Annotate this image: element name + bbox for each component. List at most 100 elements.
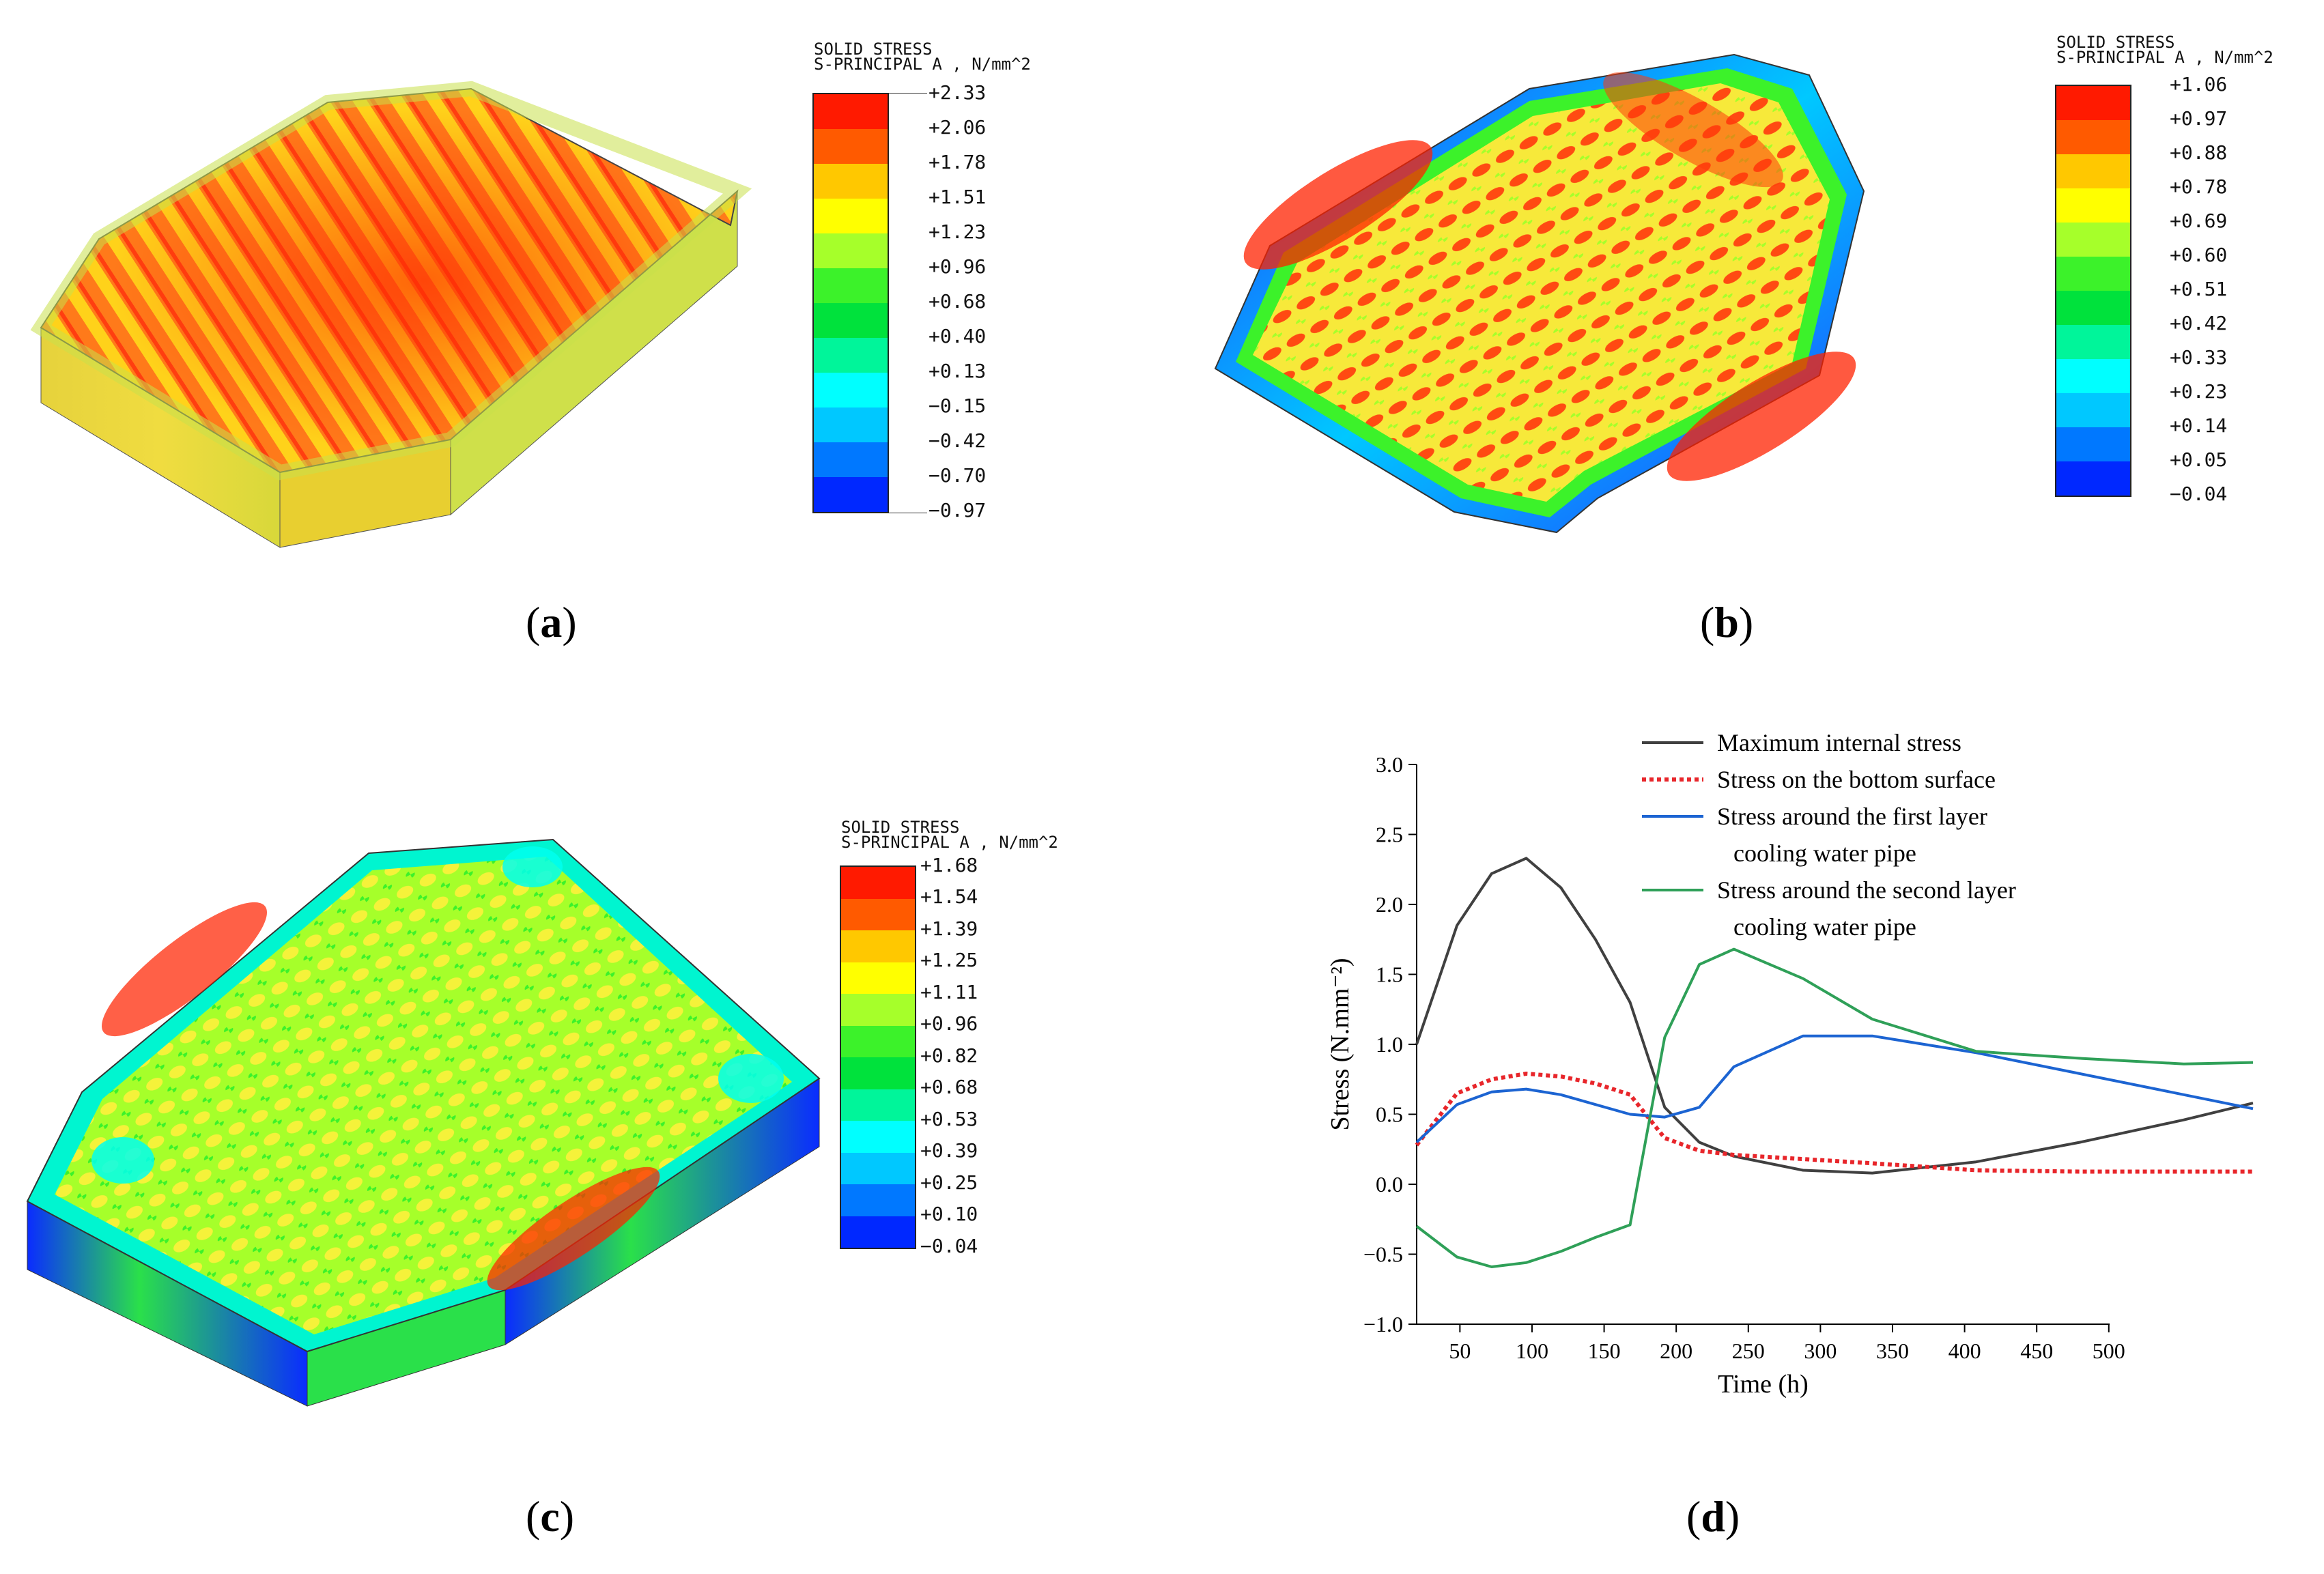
legend-swatch — [841, 867, 915, 899]
legend-label: +0.33 — [2170, 346, 2228, 369]
legend-label: +0.68 — [929, 290, 987, 313]
legend-label: +0.42 — [2170, 312, 2228, 334]
legend-label: +0.88 — [2170, 141, 2228, 164]
legend-entry-label: Stress around the second layer — [1717, 876, 2016, 904]
x-tick-label: 50 — [1449, 1339, 1471, 1363]
legend-swatch — [841, 1121, 915, 1153]
legend-swatch — [814, 442, 888, 477]
y-tick-label: 1.0 — [1376, 1032, 1403, 1057]
legend-label: +0.69 — [2170, 210, 2228, 232]
legend-label: −0.04 — [920, 1235, 978, 1257]
legend-entry-label: cooling water pipe — [1733, 913, 1916, 941]
legend-label: +0.13 — [929, 360, 987, 382]
x-tick-label: 400 — [1949, 1339, 1981, 1363]
legend-swatch — [814, 373, 888, 407]
caption-c-letter: c — [540, 1492, 560, 1541]
legend-swatch — [841, 1025, 915, 1057]
caption-c: (c) — [526, 1492, 575, 1541]
legend-title-line1: SOLID STRESS — [841, 818, 960, 837]
legend-swatch — [2056, 257, 2130, 291]
legend-swatch — [2056, 188, 2130, 223]
legend-label: +0.51 — [2170, 278, 2228, 300]
y-tick-label: 1.5 — [1376, 962, 1403, 987]
caption-b: (b) — [1700, 598, 1754, 646]
legend-label: +1.11 — [920, 981, 978, 1003]
legend-label: +0.40 — [929, 325, 987, 347]
legend-label: −0.15 — [929, 395, 987, 417]
legend-swatch — [2056, 291, 2130, 325]
legend-swatch — [814, 268, 888, 303]
legend-label: +2.06 — [929, 116, 987, 139]
legend-swatch — [2056, 120, 2130, 154]
legend-swatch — [814, 94, 888, 129]
y-axis-label: Stress (N.mm⁻²) — [1326, 958, 1355, 1130]
legend-swatch — [841, 1057, 915, 1089]
legend-swatch — [814, 233, 888, 268]
legend-colorbar — [812, 93, 889, 513]
series-line-3 — [1415, 1034, 2254, 1143]
fem-contour-plot-a — [30, 81, 752, 548]
legend-swatch — [841, 1216, 915, 1248]
caption-a-letter: a — [540, 598, 563, 646]
legend-swatch — [2056, 86, 2130, 120]
fem-contour-plot-b — [1214, 53, 1865, 534]
legend-label: +0.14 — [2170, 414, 2228, 437]
x-tick-label: 300 — [1804, 1339, 1837, 1363]
x-tick-label: 450 — [2020, 1339, 2053, 1363]
legend-swatch — [841, 994, 915, 1026]
caption-a: (a) — [526, 598, 577, 646]
legend-swatch — [2056, 325, 2130, 359]
y-tick-label: 2.5 — [1376, 822, 1403, 847]
legend-label: +1.39 — [920, 917, 978, 940]
y-tick-label: 0.5 — [1376, 1102, 1403, 1127]
legend-label: +0.96 — [929, 255, 987, 278]
legend-swatch — [814, 129, 888, 164]
legend-colorbar — [2055, 85, 2131, 497]
legend-entry-label: Stress around the first layer — [1717, 803, 1987, 830]
legend-swatch — [2056, 393, 2130, 427]
legend-label: +1.23 — [929, 220, 987, 243]
legend-swatch — [814, 164, 888, 199]
fem-contour-plot-c — [26, 838, 821, 1407]
legend-swatch — [814, 407, 888, 442]
legend-title-line2: S-PRINCIPAL A , N/mm^2 — [814, 55, 1031, 74]
legend-swatch — [814, 199, 888, 233]
legend-swatch — [841, 1152, 915, 1184]
series-layer — [1415, 857, 2254, 1268]
y-tick-label: 3.0 — [1376, 752, 1403, 777]
x-tick-label: 500 — [2093, 1339, 2125, 1363]
legend-label: +0.53 — [920, 1108, 978, 1130]
legend-colorbar — [840, 865, 916, 1249]
legend-label: +1.78 — [929, 151, 987, 173]
x-tick-label: 250 — [1732, 1339, 1765, 1363]
legend-swatch — [841, 1184, 915, 1216]
legend-label: +0.05 — [2170, 448, 2228, 471]
y-tick-label: 2.0 — [1376, 892, 1403, 917]
legend-label: +0.39 — [920, 1139, 978, 1162]
legend-label: +0.78 — [2170, 175, 2228, 198]
legend-entry-label: Maximum internal stress — [1717, 729, 1961, 756]
legend-swatch — [814, 303, 888, 338]
legend-label: +0.97 — [2170, 107, 2228, 130]
legend-label: +0.10 — [920, 1203, 978, 1225]
legend-label: +0.68 — [920, 1076, 978, 1098]
legend-label: −0.04 — [2170, 483, 2228, 505]
legend-swatch — [2056, 427, 2130, 461]
panel-b: SOLID STRESS S-PRINCIPAL A , N/mm^2 +1.0… — [1161, 0, 2324, 683]
x-tick-label: 350 — [1876, 1339, 1909, 1363]
legend-swatch — [841, 898, 915, 930]
legend-swatch — [814, 338, 888, 373]
caption-b-letter: b — [1714, 598, 1739, 646]
x-tick-label: 150 — [1588, 1339, 1621, 1363]
legend-label: +1.54 — [920, 885, 978, 908]
x-tick-label: 200 — [1660, 1339, 1692, 1363]
series-line-1 — [1415, 857, 2254, 1175]
caption-d-letter: d — [1701, 1492, 1725, 1541]
legend-swatch — [814, 477, 888, 512]
legend-label: +2.33 — [929, 81, 987, 104]
legend-swatch — [841, 962, 915, 994]
y-tick-label: −1.0 — [1363, 1312, 1403, 1336]
x-axis-label: Time (h) — [1718, 1370, 1809, 1399]
legend-swatch — [2056, 154, 2130, 188]
caption-d: (d) — [1686, 1492, 1740, 1541]
